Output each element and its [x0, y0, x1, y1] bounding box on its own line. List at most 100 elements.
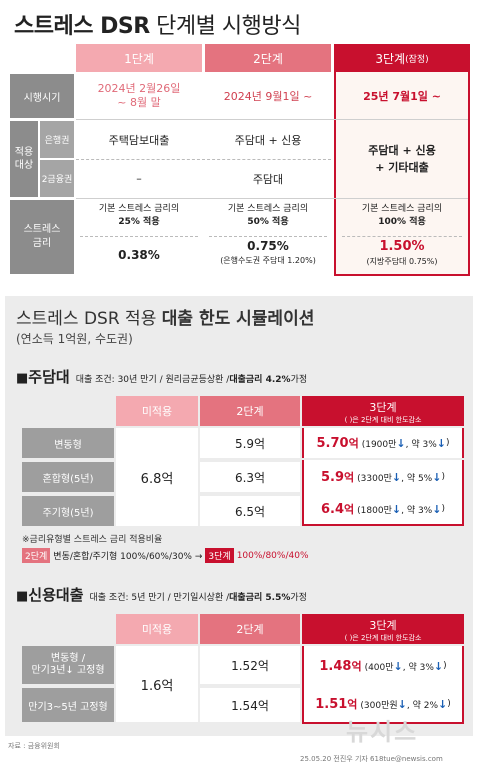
credit-heading: ■ 신용대출 대출 조건: 5년 만기 / 만기일시상환 / 대출금리 5.5%… [16, 586, 307, 604]
mortgage-stage3-note: (1900만 [361, 439, 397, 450]
mortgage-name: 주담대 [28, 368, 70, 386]
mortgage-header-stage3: 3단계 ( )은 2단계 대비 한도감소 [302, 396, 464, 426]
mortgage-stage3-note: (1800만 [357, 505, 392, 516]
ratio-text-stage3: 100%/80%/40% [236, 550, 309, 561]
credit-condition-tail: 가정 [290, 593, 307, 603]
stage3-column-frame [334, 72, 470, 276]
header-stage3: 3단계 (잠정) [334, 44, 470, 72]
divider [76, 119, 468, 120]
mortgage-stage3-unit: 억 [344, 471, 355, 484]
ratio-text-stage2: 변동/혼합/주기형 100%/60%/30% → [53, 552, 203, 562]
down-arrow-icon: ↓ [432, 502, 442, 516]
credit-header-stage3-label: 3단계 [369, 619, 397, 632]
credit-header-none: 미적용 [116, 614, 198, 644]
mortgage-stage3-cell: 6.4 억 (1800만 ↓, 약 3% ↓) [302, 494, 464, 526]
credit-header-stage3: 3단계 ( )은 2단계 대비 한도감소 [302, 614, 464, 644]
timing-stage2: 2024년 9월1일 ~ [223, 90, 313, 103]
down-arrow-icon: ↓ [397, 697, 407, 711]
credit-stage3-note: (300만원 [360, 700, 398, 711]
credit-condition: 대출 조건: 5년 만기 / 만기일시상환 / [89, 593, 230, 603]
timing-stage3: 25년 7월1일 ~ [363, 90, 441, 103]
mortgage-header-none: 미적용 [116, 396, 198, 426]
credit-header-stage2: 2단계 [200, 614, 300, 644]
credit-stage3-unit: 억 [347, 698, 358, 711]
credit-name: 신용대출 [28, 586, 84, 604]
mortgage-stage3-cell: 5.70 억 (1900만 ↓, 약 3% ↓) [302, 428, 464, 458]
rate-stage2-pct: 50% 적용 [247, 217, 289, 227]
rate-stage3-pct: 100% 적용 [378, 217, 426, 227]
mortgage-stage3-pct: , 약 5% [401, 473, 433, 484]
down-arrow-icon: ↓ [396, 436, 406, 450]
rate-stage3-sub: (지방주담대 0.75%) [366, 257, 438, 266]
mortgage-stage3-unit: 억 [348, 437, 359, 450]
mortgage-stage3-unit: 억 [344, 503, 355, 516]
mortgage-heading: ■ 주담대 대출 조건: 30년 만기 / 원리금균등상환 / 대출금리 4.2… [16, 368, 308, 386]
second-stage2: 주담대 [252, 172, 284, 186]
rate-stage2-sub: (은행수도권 주담대 1.20%) [220, 256, 316, 265]
down-arrow-icon: ↓ [393, 659, 403, 673]
rate-stage1-desc: 기본 스트레스 금리의 25% 적용 [76, 203, 202, 229]
header-stage2-label: 2단계 [253, 51, 283, 66]
mortgage-stage3-note: (3300만 [357, 473, 392, 484]
mortgage-stage2-value: 6.5억 [200, 496, 300, 526]
row-label-rate: 스트레스 금리 [10, 200, 74, 274]
row-label-second: 2금융권 [40, 160, 74, 197]
timing-stage1: 2024년 2월26일 ~ 8월 말 [97, 82, 181, 109]
divider [76, 198, 468, 199]
simulation-subtitle: (연소득 1억원, 수도권) [16, 332, 133, 346]
rate-stage2-value-group: 0.75% (은행수도권 주담대 1.20%) [205, 239, 331, 266]
credit-stage3-pct: , 약 3% [402, 662, 434, 673]
ratio-tag-stage2: 2단계 [22, 548, 51, 563]
mortgage-row-label: 주기형(5년) [22, 496, 114, 526]
down-arrow-icon: ↓ [438, 697, 448, 711]
header-stage1-label: 1단계 [124, 51, 154, 66]
bank-stage1: 주택담보대출 [108, 133, 170, 147]
header-stage3-label: 3단계 [375, 51, 406, 66]
mortgage-stage3-value: 6.4 [321, 501, 345, 517]
mortgage-condition-rate: 대출금리 4.2% [229, 375, 291, 385]
simulation-title: 스트레스 DSR 적용 대출 한도 시뮬레이션 [16, 304, 314, 329]
page-title: 스트레스 DSR 단계별 시행방식 [14, 8, 301, 40]
credit-row-label: 변동형 / 만기3년↓ 고정형 [22, 646, 114, 684]
down-arrow-icon: ↓ [433, 659, 444, 673]
rate-stage2-desc: 기본 스트레스 금리의 50% 적용 [205, 203, 331, 229]
credit-header-stage3-sub: ( )은 2단계 대비 한도감소 [344, 634, 422, 642]
credit-stage3-cell: 1.51 억 (300만원 ↓, 약 2% ↓) [302, 686, 464, 724]
header-stage1: 1단계 [76, 44, 202, 72]
rate-stage1-pct: 25% 적용 [118, 217, 160, 227]
rate-stage3-desc: 기본 스트레스 금리의 100% 적용 [336, 203, 468, 229]
rate-stage1-value: 0.38% [118, 248, 160, 262]
rate-stage1-desc-text: 기본 스트레스 금리의 [98, 204, 180, 214]
mortgage-stage3-cell: 5.9 억 (3300만 ↓, 약 5% ↓) [302, 460, 464, 494]
title-part2: 단계별 시행방식 [149, 14, 301, 39]
row-label-target: 적용 대상 [10, 121, 38, 197]
divider [342, 236, 462, 237]
mortgage-row-label: 혼합형(5년) [22, 462, 114, 492]
down-arrow-icon: ↓ [436, 436, 446, 450]
mortgage-condition: 대출 조건: 30년 만기 / 원리금균등상환 / [75, 375, 230, 385]
rate-stage3-value-group: 1.50% (지방주담대 0.75%) [336, 239, 468, 267]
rate-stage2-desc-text: 기본 스트레스 금리의 [227, 204, 309, 214]
mortgage-header-stage3-sub: ( )은 2단계 대비 한도감소 [344, 416, 422, 424]
simulation-title-light: 스트레스 DSR 적용 [16, 309, 162, 329]
credit-stage3-pct: , 약 2% [406, 700, 439, 711]
title-part1: 스트레스 DSR [14, 14, 150, 39]
credit-none-value: 1.6억 [116, 646, 198, 722]
mortgage-none-value: 6.8억 [116, 428, 198, 526]
newsis-logo: 뉴시스 [346, 718, 419, 746]
rate-stage3-value: 1.50% [379, 239, 425, 254]
down-arrow-icon: ↓ [432, 470, 442, 484]
mortgage-stage3-value: 5.70 [316, 435, 349, 451]
credit-stage3-note: (400만 [364, 662, 394, 673]
mortgage-stage3-value: 5.9 [321, 469, 345, 485]
mortgage-condition-tail: 가정 [290, 375, 308, 385]
rate-stage2-value: 0.75% [247, 239, 289, 253]
credit-condition-rate: 대출금리 5.5% [229, 593, 291, 603]
mortgage-stage2-value: 6.3억 [200, 462, 300, 492]
ratio-tag-stage3: 3단계 [205, 548, 234, 563]
mortgage-row-label: 변동형 [22, 428, 114, 458]
mortgage-header-stage2: 2단계 [200, 396, 300, 426]
credit-stage3-cell: 1.48 억 (400만 ↓, 약 3% ↓) [302, 646, 464, 686]
divider [209, 236, 327, 237]
mortgage-stage3-pct: , 약 3% [405, 439, 437, 450]
